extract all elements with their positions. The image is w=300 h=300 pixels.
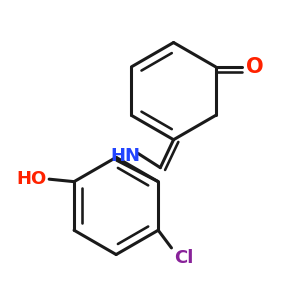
Text: O: O [246, 57, 263, 77]
Text: HO: HO [16, 170, 47, 188]
Text: HN: HN [110, 147, 140, 165]
Text: Cl: Cl [174, 249, 193, 267]
